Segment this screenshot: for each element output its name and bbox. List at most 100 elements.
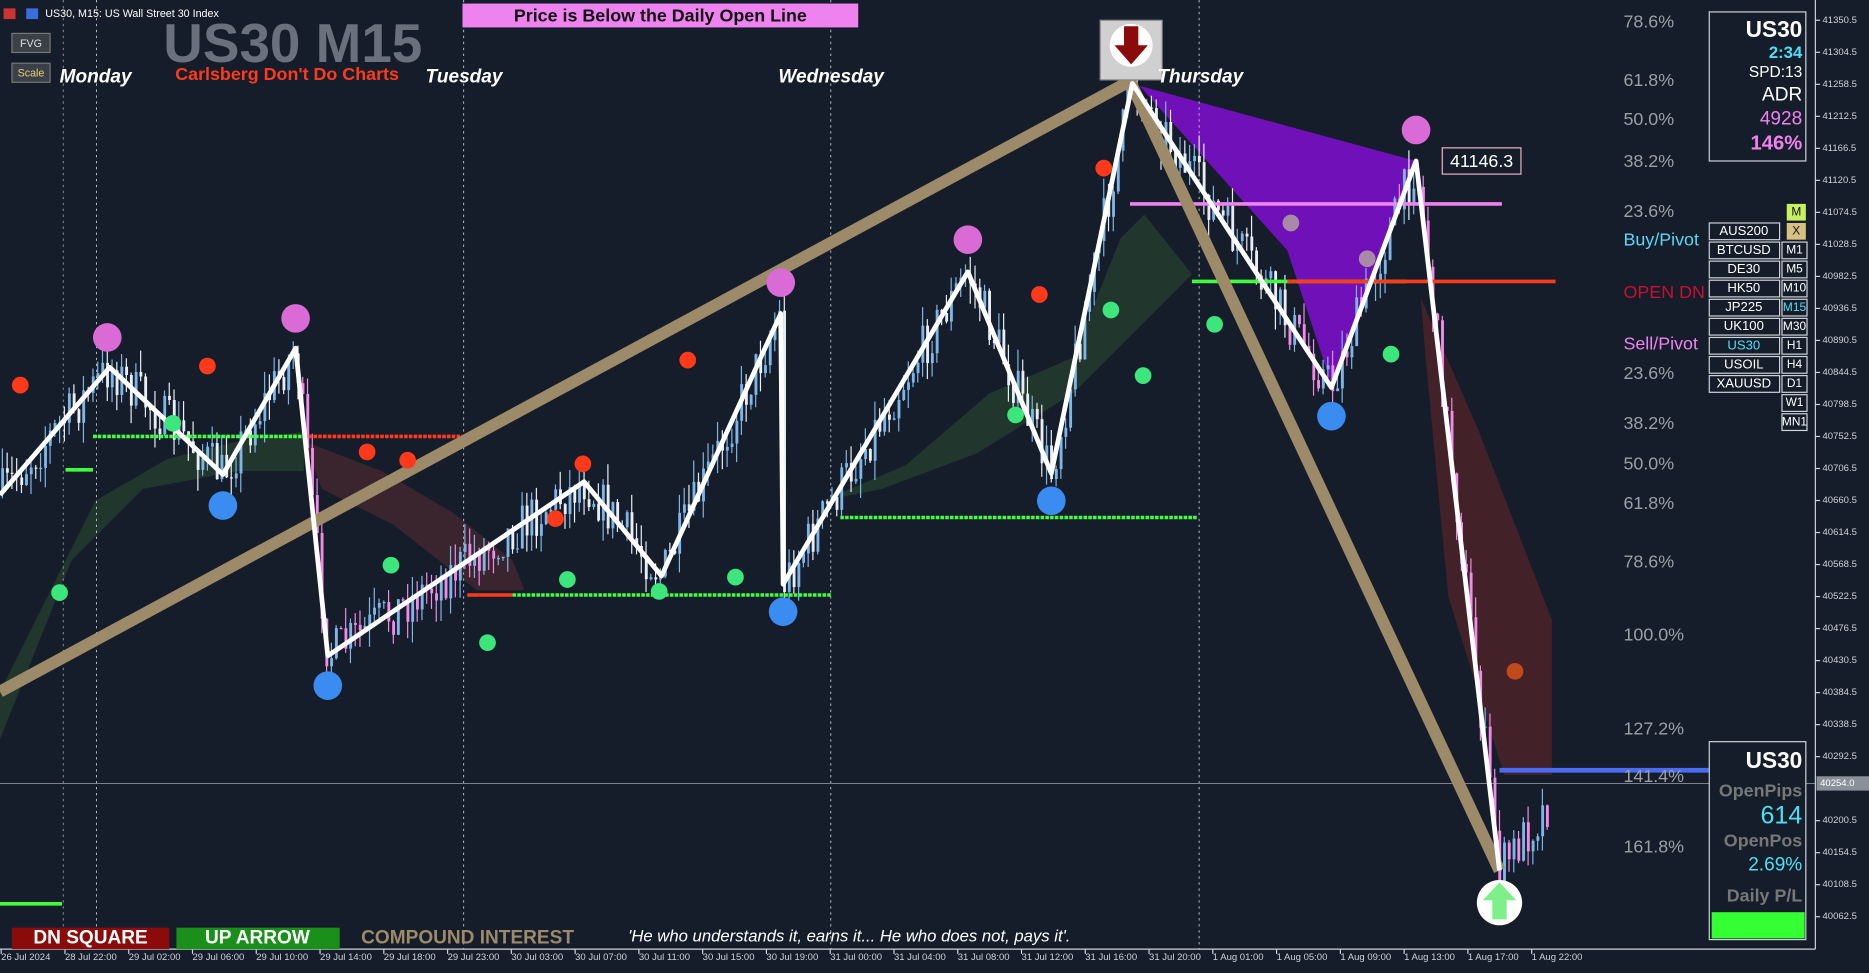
candle-body	[430, 588, 434, 594]
signal-dot	[1102, 301, 1120, 319]
fvg-button[interactable]	[11, 32, 51, 54]
candle-body	[34, 467, 38, 469]
candle-body	[892, 418, 896, 420]
timeframe-label[interactable]: M1	[1786, 243, 1803, 257]
candle-body	[873, 419, 877, 461]
current-price-bg	[1816, 776, 1869, 791]
signal-dot	[399, 451, 416, 469]
candle-body	[330, 658, 334, 667]
signal-dot	[1382, 345, 1400, 363]
symbol-button[interactable]	[1708, 279, 1781, 298]
time-tick-label: 1 Aug 01:00	[1213, 952, 1264, 963]
candle-body	[759, 354, 763, 374]
symbol-label[interactable]: BTCUSD	[1717, 242, 1771, 257]
timeframe-label[interactable]: W1	[1786, 395, 1804, 409]
price-tick-label: 40568.5	[1823, 559, 1857, 570]
candle-body	[907, 382, 910, 390]
candle-body	[1522, 822, 1525, 861]
candle-body	[435, 593, 438, 601]
price-tick-label: 40982.5	[1823, 271, 1857, 282]
symbol-button[interactable]	[1708, 222, 1781, 241]
timeframe-label[interactable]: H4	[1787, 357, 1803, 371]
fib-label: 50.0%	[1623, 109, 1674, 129]
candle-body	[287, 358, 291, 391]
candle-body	[67, 393, 71, 423]
timeframe-button[interactable]	[1781, 394, 1808, 412]
signal-dot	[281, 304, 310, 333]
fib-label: 61.8%	[1623, 493, 1674, 513]
timeframe-button[interactable]	[1781, 317, 1808, 336]
symbol-button[interactable]	[1708, 260, 1781, 279]
subtitle: Carlsberg Don't Do Charts	[175, 64, 399, 84]
symbol-button[interactable]	[1708, 241, 1781, 260]
timeframe-button[interactable]	[1781, 260, 1808, 279]
symbol-label[interactable]: AUS200	[1719, 223, 1768, 238]
timeframe-label[interactable]: M10	[1783, 281, 1807, 295]
trend-zigzag	[0, 75, 1505, 873]
timeframe-label[interactable]: D1	[1787, 376, 1803, 390]
timeframe-button[interactable]	[1781, 279, 1808, 298]
candle-body	[406, 600, 410, 622]
symbol-label[interactable]: UK100	[1724, 318, 1764, 333]
candle-body	[1288, 325, 1292, 345]
symbol-label[interactable]: XAUUSD	[1717, 375, 1772, 390]
mode-button[interactable]	[1786, 203, 1806, 221]
symbol-button[interactable]	[1708, 317, 1781, 336]
candle-body	[392, 621, 396, 635]
price-tick-label: 41212.5	[1823, 111, 1857, 122]
timeframe-label[interactable]: M30	[1783, 319, 1807, 333]
fib-label: 38.2%	[1623, 151, 1674, 171]
candle-body	[597, 503, 601, 521]
candle-body	[749, 394, 753, 405]
candle-body	[1054, 469, 1058, 480]
candle-body	[320, 533, 324, 619]
fvg-label[interactable]: FVG	[20, 38, 42, 50]
timeframe-button[interactable]	[1781, 355, 1808, 374]
timeframe-button[interactable]	[1781, 413, 1808, 432]
symbol-button[interactable]	[1708, 355, 1781, 374]
time-tick-label: 1 Aug 22:00	[1532, 952, 1583, 963]
price-tick-label: 40706.5	[1823, 463, 1857, 474]
candle-body	[988, 290, 991, 340]
signal-dot	[208, 491, 238, 520]
timeframe-label[interactable]: MN1	[1782, 414, 1808, 428]
signal-dot	[1401, 115, 1431, 145]
timeframe-label[interactable]: M15	[1783, 300, 1807, 314]
symbol-button[interactable]	[1708, 375, 1781, 393]
symbol-label[interactable]: HK50	[1727, 280, 1760, 295]
candle-body	[1326, 365, 1330, 370]
candle-body	[930, 353, 934, 364]
symbol-label[interactable]: DE30	[1727, 261, 1760, 276]
open-pos: 2.69%	[1748, 855, 1802, 876]
timeframe-label[interactable]: M5	[1786, 262, 1803, 276]
mode-label[interactable]: M	[1791, 204, 1801, 218]
close-button[interactable]	[1786, 222, 1806, 240]
timeframe-button[interactable]	[1781, 336, 1808, 355]
candle-body	[1383, 259, 1387, 274]
candle-body	[5, 468, 9, 473]
scale-label[interactable]: Scale	[18, 68, 45, 80]
candle-body	[1283, 289, 1287, 326]
candle-body	[592, 503, 596, 507]
candle-body	[649, 577, 653, 580]
symbol-button[interactable]	[1708, 336, 1781, 355]
icon	[26, 8, 39, 20]
candle-body	[511, 528, 515, 550]
banner	[462, 3, 859, 28]
timeframe-label[interactable]: H1	[1787, 338, 1803, 352]
symbol-label[interactable]: US30	[1727, 337, 1760, 352]
symbol-label[interactable]: USOIL	[1724, 356, 1763, 371]
time-tick-label: 1 Aug 05:00	[1277, 952, 1328, 963]
candle-body	[1278, 289, 1282, 310]
timeframe-button[interactable]	[1781, 241, 1808, 260]
symbol-label[interactable]: JP225	[1725, 299, 1762, 314]
price-tick-label: 40844.5	[1823, 367, 1857, 378]
close-label[interactable]: X	[1792, 223, 1800, 237]
scale-button[interactable]	[11, 62, 51, 83]
candle-body	[797, 562, 801, 588]
candle-body	[1245, 233, 1249, 237]
timeframe-button[interactable]	[1781, 298, 1808, 317]
symbol-button[interactable]	[1708, 298, 1781, 317]
timeframe-button[interactable]	[1781, 375, 1808, 393]
time-tick-label: 29 Jul 02:00	[129, 952, 181, 963]
